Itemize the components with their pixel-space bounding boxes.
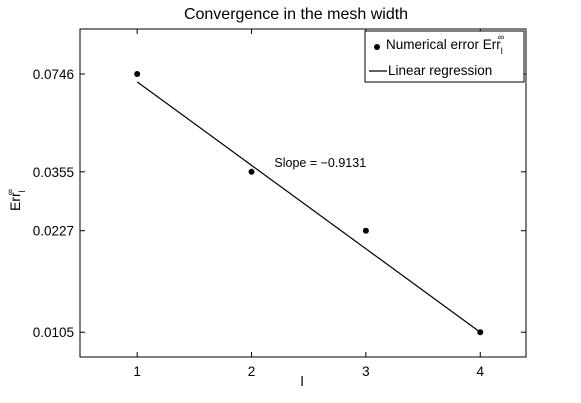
y-tick-label: 0.0355 — [33, 165, 74, 180]
x-axis-label: l — [300, 373, 303, 389]
legend-box — [364, 30, 525, 83]
legend: Numerical error Errl ∞ Linear regression — [364, 30, 525, 83]
legend-entry-scatter-sub: l — [501, 46, 503, 56]
chart-title: Convergence in the mesh width — [184, 6, 408, 23]
regression-line — [136, 81, 481, 333]
legend-entry-line: Linear regression — [388, 63, 492, 78]
series-layer — [134, 71, 484, 336]
x-tick-label: 1 — [133, 364, 141, 379]
legend-entry-scatter: Numerical error Errl ∞ — [386, 32, 504, 56]
legend-entry-scatter-name: Numerical error Err — [386, 37, 501, 52]
legend-marker-scatter — [374, 44, 380, 50]
svg-text:Errl∞: Errl∞ — [5, 189, 27, 211]
y-tick-label: 0.0105 — [33, 325, 74, 340]
y-axis: 0.0105 0.0227 0.0355 0.0746 — [33, 67, 526, 340]
y-axis-label-base: Err — [7, 192, 23, 211]
y-axis-label: Errl∞ — [5, 189, 27, 211]
y-axis-label-sub: l — [17, 190, 27, 192]
x-tick-label: 3 — [362, 364, 370, 379]
y-tick-label: 0.0746 — [33, 67, 74, 82]
data-point — [362, 227, 369, 234]
data-point — [477, 329, 484, 336]
y-axis-label-sup: ∞ — [5, 189, 15, 195]
slope-annotation: Slope = −0.9131 — [274, 156, 366, 170]
x-tick-label: 2 — [248, 364, 256, 379]
data-point — [134, 71, 141, 78]
x-tick-label: 4 — [476, 364, 484, 379]
legend-entry-scatter-sup: ∞ — [498, 32, 504, 42]
data-point — [248, 168, 255, 175]
plot-area — [79, 28, 527, 358]
y-tick-label: 0.0227 — [33, 224, 74, 239]
